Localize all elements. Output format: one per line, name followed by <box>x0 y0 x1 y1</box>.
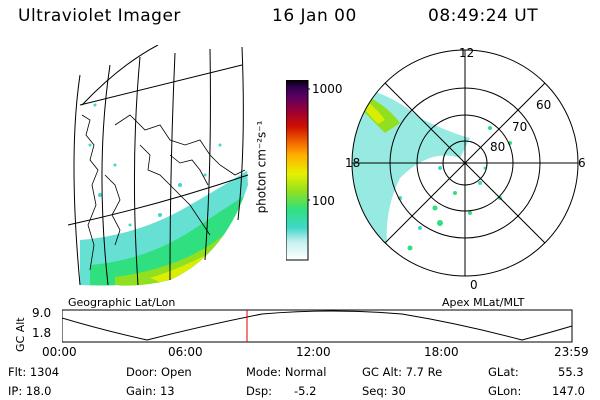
altitude-tick-9: 9.0 <box>32 306 52 320</box>
altitude-axis-label: GC Alt <box>14 317 27 352</box>
seq-label: Seq: 30 <box>362 384 406 398</box>
mlat-label-70: 70 <box>512 120 528 134</box>
colorbar-tick-1000: 1000 <box>312 82 343 96</box>
door-label: Door: Open <box>126 365 192 379</box>
map-grid <box>67 45 249 286</box>
glat-value: 55.3 <box>558 365 584 379</box>
flight-label: Flt: 1304 <box>8 365 60 379</box>
time-tick-2359: 23:59 <box>554 345 589 359</box>
glat-label: GLat: <box>488 365 519 379</box>
geo-panel-caption: Geographic Lat/Lon <box>68 296 176 309</box>
glon-label: GLon: <box>488 384 522 398</box>
altitude-strip <box>62 309 573 343</box>
mlat-label-60: 60 <box>536 98 552 112</box>
altitude-curve <box>62 310 573 341</box>
aurora-emission-apex <box>352 88 512 276</box>
mlt-label-0: 0 <box>470 278 478 292</box>
polar-grid <box>351 49 579 277</box>
apex-polar-plot <box>351 49 579 277</box>
mlat-label-80: 80 <box>490 140 506 154</box>
geographic-map <box>67 45 249 286</box>
dsp-value: -5.2 <box>294 384 317 398</box>
time-tick-0600: 06:00 <box>168 345 203 359</box>
dsp-label: Dsp: <box>246 384 273 398</box>
ip-label: IP: 18.0 <box>8 384 52 398</box>
colorbar-tick-100: 100 <box>312 194 335 208</box>
time-tick-1200: 12:00 <box>296 345 331 359</box>
gain-label: Gain: 13 <box>126 384 175 398</box>
glon-value: 147.0 <box>552 384 585 398</box>
altitude-tick-1-8: 1.8 <box>32 326 52 340</box>
time-label: 08:49:24 UT <box>428 6 539 26</box>
colorbar <box>286 80 310 261</box>
coastlines <box>81 114 246 271</box>
apex-panel-caption: Apex MLat/MLT <box>442 296 525 309</box>
mode-label: Mode: Normal <box>246 365 327 379</box>
date-label: 16 Jan 00 <box>272 6 357 26</box>
time-tick-0000: 00:00 <box>42 345 77 359</box>
colorbar-unit-label: photon cm⁻²s⁻¹ <box>254 120 269 214</box>
time-tick-1800: 18:00 <box>424 345 459 359</box>
instrument-title: Ultraviolet Imager <box>18 6 181 26</box>
mlt-label-12: 12 <box>459 46 475 60</box>
gc-alt-label: GC Alt: 7.7 Re <box>362 365 443 379</box>
mlt-label-6: 6 <box>578 156 586 170</box>
mlt-label-18: 18 <box>345 156 361 170</box>
